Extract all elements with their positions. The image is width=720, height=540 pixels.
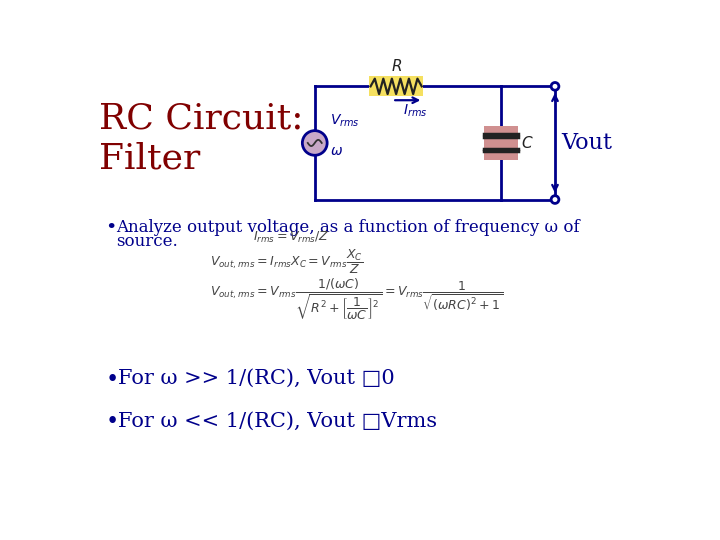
Text: $V_{out,rms} = I_{rms}X_C = V_{rms}\dfrac{X_C}{Z}$: $V_{out,rms} = I_{rms}X_C = V_{rms}\dfra… bbox=[210, 248, 364, 276]
Text: For ω << 1/(RC), Vout □Vrms: For ω << 1/(RC), Vout □Vrms bbox=[118, 411, 437, 430]
Text: $C$: $C$ bbox=[521, 135, 534, 151]
Text: Analyze output voltage, as a function of frequency ω of: Analyze output voltage, as a function of… bbox=[117, 219, 580, 236]
Text: •: • bbox=[106, 369, 119, 391]
Circle shape bbox=[302, 131, 327, 156]
Circle shape bbox=[551, 83, 559, 90]
Circle shape bbox=[551, 195, 559, 204]
Text: $R$: $R$ bbox=[390, 58, 402, 74]
Text: For ω >> 1/(RC), Vout □0: For ω >> 1/(RC), Vout □0 bbox=[118, 369, 395, 388]
Text: source.: source. bbox=[117, 233, 178, 249]
Text: Filter: Filter bbox=[99, 142, 201, 176]
Bar bbox=[484, 126, 518, 160]
Text: $I_{rms} = V_{rms}/Z$: $I_{rms} = V_{rms}/Z$ bbox=[253, 230, 329, 245]
Text: $I_{rms}$: $I_{rms}$ bbox=[403, 103, 428, 119]
Bar bbox=[369, 76, 423, 96]
Text: $\omega$: $\omega$ bbox=[330, 145, 343, 159]
Text: $V_{rms}$: $V_{rms}$ bbox=[330, 113, 360, 129]
Text: •: • bbox=[106, 411, 119, 433]
Text: •: • bbox=[106, 219, 117, 237]
Text: $V_{out,rms} = V_{rms} \dfrac{1/(\omega C)}{\sqrt{R^2+\left[\dfrac{1}{\omega C}\: $V_{out,rms} = V_{rms} \dfrac{1/(\omega … bbox=[210, 276, 503, 322]
Text: Vout: Vout bbox=[561, 132, 612, 154]
Text: RC Circuit:: RC Circuit: bbox=[99, 102, 304, 136]
